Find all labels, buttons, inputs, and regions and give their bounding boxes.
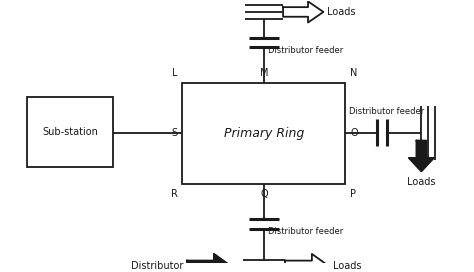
Text: L: L bbox=[172, 68, 177, 78]
Text: M: M bbox=[260, 68, 268, 78]
Polygon shape bbox=[409, 141, 434, 171]
Text: Loads: Loads bbox=[327, 7, 356, 17]
Text: S: S bbox=[171, 128, 177, 138]
Polygon shape bbox=[285, 254, 329, 272]
Text: Loads: Loads bbox=[407, 177, 436, 187]
Bar bbox=[182, 83, 346, 184]
Text: Loads: Loads bbox=[333, 261, 362, 271]
Polygon shape bbox=[283, 1, 323, 23]
Text: R: R bbox=[171, 188, 177, 199]
Text: Q: Q bbox=[260, 188, 268, 199]
Text: N: N bbox=[350, 68, 358, 78]
Bar bbox=[27, 97, 113, 166]
Text: Distributor: Distributor bbox=[131, 261, 183, 271]
Text: O: O bbox=[350, 128, 358, 138]
Text: Sub-station: Sub-station bbox=[42, 127, 98, 137]
Polygon shape bbox=[187, 254, 231, 272]
Text: P: P bbox=[350, 188, 356, 199]
Text: Primary Ring: Primary Ring bbox=[224, 127, 304, 140]
Text: Distributor feeder: Distributor feeder bbox=[268, 45, 343, 55]
Text: Distributor feeder: Distributor feeder bbox=[349, 107, 425, 116]
Text: Distributor feeder: Distributor feeder bbox=[268, 227, 343, 236]
